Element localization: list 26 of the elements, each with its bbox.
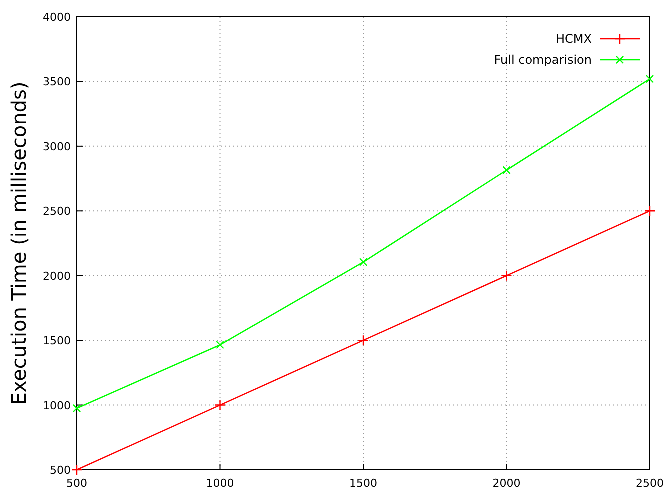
x-tick-label: 1500 [350, 477, 378, 490]
y-tick-label: 3500 [43, 76, 71, 89]
y-tick-label: 2500 [43, 205, 71, 218]
point [359, 258, 368, 266]
y-tick-label: 1500 [43, 334, 71, 348]
point [71, 464, 83, 476]
legend-label: HCMX [556, 32, 592, 46]
x-tick-label: 2500 [636, 477, 664, 490]
point [214, 400, 226, 411]
y-tick-label: 500 [50, 464, 71, 477]
x-tick-label: 500 [66, 477, 88, 490]
point [72, 404, 82, 413]
y-tick-label: 3000 [43, 140, 71, 154]
point [502, 166, 511, 175]
point [216, 340, 224, 350]
legend-label: Full comparision [494, 53, 592, 67]
x-tick-label: 2000 [492, 477, 521, 490]
y-tick-label: 2000 [43, 270, 71, 283]
y-axis-title: Execution Time (in milliseconds) [7, 82, 31, 406]
point [646, 74, 654, 84]
point [358, 334, 370, 346]
x-tick-label: 1000 [206, 477, 234, 490]
point [644, 206, 656, 217]
y-tick-label: 1000 [43, 399, 71, 412]
point [501, 270, 512, 282]
y-tick-label: 4000 [43, 11, 71, 24]
